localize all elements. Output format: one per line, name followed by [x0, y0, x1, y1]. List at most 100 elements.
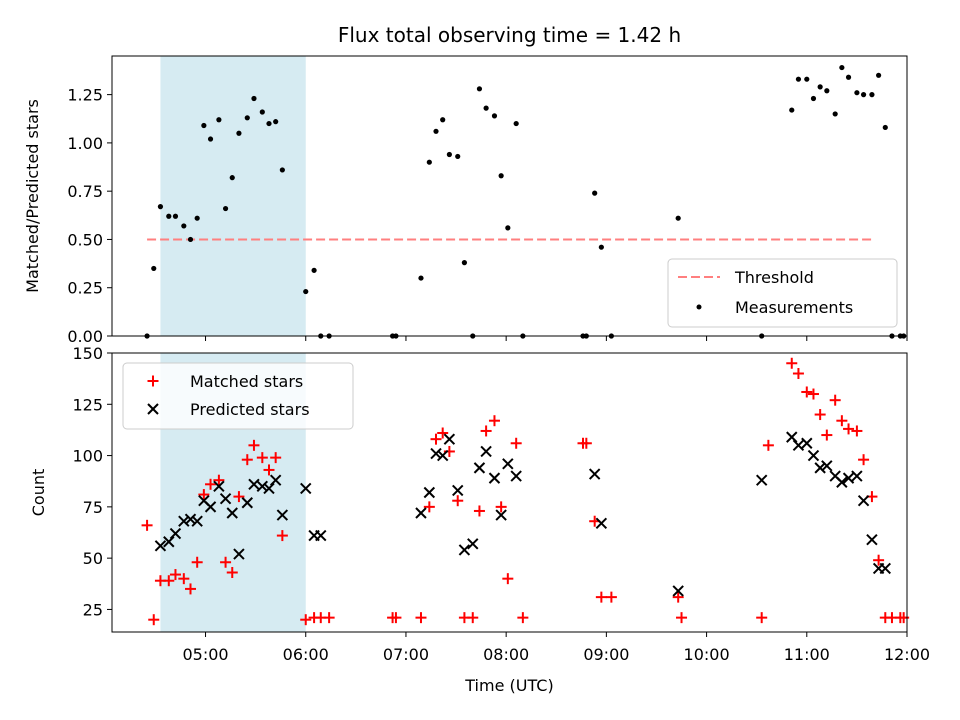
- measurement-point: [789, 107, 795, 113]
- predicted-point-b: [430, 447, 442, 460]
- predicted-point: [672, 585, 684, 597]
- bottom-x-tick-label: 11:00: [784, 645, 830, 664]
- bottom-legend: Matched stars Predicted stars: [122, 362, 354, 430]
- measurement-point: [505, 225, 511, 231]
- legend-measurements-swatch: [696, 304, 702, 310]
- matched-point: [437, 427, 449, 439]
- predicted-point-b: [851, 470, 863, 482]
- matched-point: [226, 567, 238, 579]
- predicted-point: [588, 468, 601, 480]
- legend-predicted-marker: [147, 403, 159, 415]
- predicted-point: [415, 507, 427, 519]
- matched-point: [452, 495, 464, 507]
- bottom-x-tick-label: 08:00: [483, 645, 529, 664]
- measurement-point: [592, 190, 598, 196]
- predicted-point: [300, 482, 312, 495]
- measurement-point: [151, 265, 157, 272]
- measurement-point: [860, 92, 867, 98]
- matched-point: [248, 439, 260, 451]
- bottom-y-tick-label: 100: [72, 447, 103, 466]
- predicted-point: [213, 480, 225, 493]
- measurement-point: [157, 204, 164, 210]
- predicted-point: [807, 449, 820, 462]
- predicted-point: [169, 527, 182, 540]
- predicted-point: [241, 497, 253, 509]
- matched-point: [814, 409, 826, 421]
- legend-matched-label: Matched stars: [190, 372, 303, 391]
- predicted-point: [315, 529, 327, 542]
- matched-point: [473, 505, 485, 517]
- measurement-point: [222, 205, 229, 212]
- measurement-point: [845, 74, 852, 80]
- matched-point: [184, 583, 196, 595]
- top-panel: 0.00 0.25 0.50 0.75 1.00 1.25 Flux total obse…: [23, 23, 908, 346]
- chart-title: Flux total observing time = 1.42 h: [338, 23, 681, 47]
- predicted-point-b: [269, 474, 282, 486]
- top-y-ticks: 0.00 0.25 0.50 0.75 1.00 1.25: [67, 86, 112, 346]
- predicted-point-b: [866, 533, 878, 546]
- matched-point: [323, 612, 335, 624]
- predicted-point: [178, 515, 190, 527]
- bottom-x-tick-label: 12:00: [884, 645, 930, 664]
- predicted-point-b: [443, 433, 456, 445]
- predicted-point-b: [204, 501, 217, 513]
- measurement-point: [440, 117, 446, 123]
- matched-point: [205, 478, 217, 490]
- predicted-point: [204, 501, 217, 513]
- predicted-point: [814, 462, 826, 474]
- measurement-point: [854, 90, 860, 96]
- predicted-point: [191, 515, 203, 527]
- predicted-point-b: [154, 540, 167, 552]
- measurement-point: [229, 175, 235, 181]
- matched-point: [169, 569, 181, 581]
- measurement-point: [279, 167, 285, 173]
- predicted-point: [488, 472, 501, 484]
- x-axis-label: Time (UTC): [464, 676, 553, 695]
- predicted-point-b: [458, 544, 471, 556]
- measurement-point: [273, 119, 279, 125]
- measurement-point: [311, 267, 317, 273]
- legend-measurements-label: Measurements: [735, 298, 853, 317]
- measurement-point: [795, 76, 802, 82]
- matched-point: [148, 614, 160, 626]
- predicted-point-b: [595, 517, 608, 529]
- predicted-points-group: [154, 431, 891, 597]
- legend-threshold-label: Threshold: [734, 268, 814, 287]
- bottom-y-tick-label: 25: [83, 600, 103, 619]
- measurement-point: [166, 213, 172, 219]
- measurement-point: [418, 275, 424, 281]
- bottom-y-tick-label: 150: [72, 344, 103, 363]
- matched-point: [843, 423, 855, 435]
- measurement-point: [882, 124, 888, 131]
- predicted-point: [866, 533, 878, 546]
- legend-predicted-marker-b: [147, 403, 159, 415]
- bottom-y-tick-label: 75: [83, 498, 103, 517]
- measurement-point: [675, 215, 681, 221]
- predicted-point: [502, 458, 514, 470]
- predicted-point-b: [184, 513, 197, 525]
- top-y-tick-label: 1.25: [67, 86, 103, 105]
- matched-point: [858, 454, 870, 466]
- predicted-point-b: [502, 458, 514, 470]
- measurement-point: [426, 159, 432, 165]
- measurement-point: [513, 120, 519, 127]
- measurement-point: [598, 244, 604, 250]
- matched-point: [198, 489, 210, 501]
- matched-point: [873, 554, 885, 566]
- predicted-point: [263, 482, 275, 495]
- measurement-point: [244, 115, 250, 121]
- measurement-point: [461, 260, 468, 266]
- measurement-point: [446, 151, 452, 158]
- predicted-point-b: [857, 494, 870, 507]
- predicted-point-b: [807, 449, 820, 462]
- predicted-point-b: [488, 472, 501, 484]
- predicted-point: [801, 437, 813, 449]
- predicted-point-b: [315, 529, 327, 542]
- matched-point: [415, 612, 427, 624]
- predicted-point: [480, 445, 492, 458]
- measurement-point: [236, 130, 242, 136]
- predicted-point: [154, 540, 167, 552]
- matched-point: [233, 491, 245, 503]
